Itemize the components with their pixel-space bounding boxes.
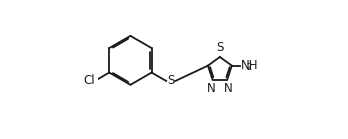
Text: NH: NH (240, 59, 258, 71)
Text: S: S (167, 75, 175, 87)
Text: N: N (224, 82, 232, 95)
Text: S: S (216, 41, 223, 54)
Text: 2: 2 (246, 63, 251, 72)
Text: Cl: Cl (83, 74, 95, 87)
Text: N: N (207, 82, 216, 95)
